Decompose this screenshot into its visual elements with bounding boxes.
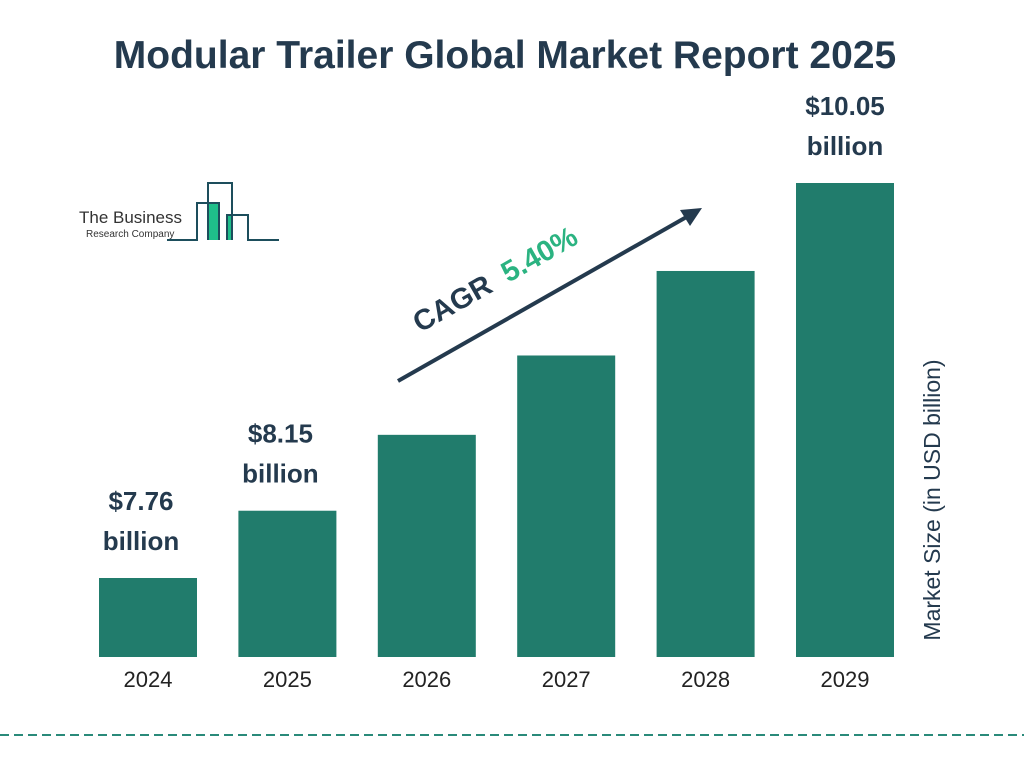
cagr-value: 5.40% (496, 221, 584, 289)
cagr-arrow (397, 208, 702, 383)
logo: The Business Research Company (79, 182, 279, 241)
bar-2026 (377, 434, 476, 657)
data-label-value: $7.76 (108, 486, 173, 516)
cagr-prefix: CAGR (408, 269, 498, 339)
chart-title: Modular Trailer Global Market Report 202… (114, 34, 896, 77)
bar-2025 (238, 510, 337, 657)
x-tick-label: 2028 (681, 667, 730, 692)
bar-2029 (796, 183, 894, 657)
y-axis-label: Market Size (in USD billion) (919, 359, 945, 640)
x-tick-label: 2024 (124, 667, 173, 692)
x-tick-label: 2025 (263, 667, 312, 692)
cagr-annotation: CAGR 5.40% (408, 221, 584, 339)
logo-text-line1: The Business (79, 208, 182, 227)
data-label-unit: billion (242, 459, 319, 489)
logo-text-line2: Research Company (86, 229, 174, 240)
data-label-unit: billion (103, 526, 180, 556)
bar-2024 (99, 578, 197, 657)
data-label-value: $8.15 (248, 419, 313, 449)
bar-2028 (656, 270, 755, 657)
x-tick-label: 2026 (402, 667, 451, 692)
x-tick-label: 2029 (821, 667, 870, 692)
x-tick-label: 2027 (542, 667, 591, 692)
bar-2027 (517, 355, 616, 657)
data-label-unit: billion (807, 131, 884, 161)
logo-buildings-icon (167, 182, 279, 241)
data-label-value: $10.05 (805, 91, 885, 121)
